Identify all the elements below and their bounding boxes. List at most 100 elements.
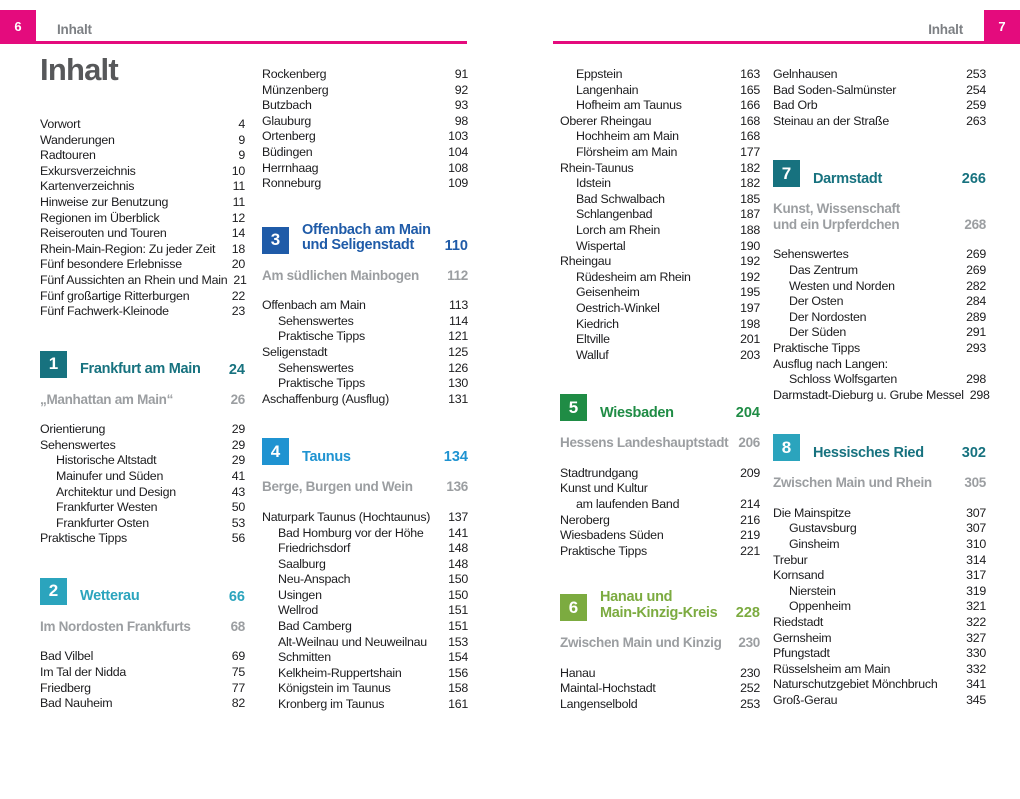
toc-entry-label: Fünf Fachwerk-Kleinode	[40, 304, 169, 319]
chapter-title: Frankfurt am Main	[80, 362, 223, 378]
toc-entry: Münzenberg 92	[262, 83, 468, 99]
chapter-page-number: 302	[961, 445, 986, 462]
toc-entry: Hochheim am Main 168	[560, 129, 760, 145]
toc-entry-page: 195	[740, 285, 760, 300]
toc-entry: Friedrichsdorf 148	[262, 541, 468, 557]
toc-entry: Walluf 203	[560, 348, 760, 364]
toc-entry-page: 291	[966, 325, 986, 340]
toc-entry: Eppstein 163	[560, 67, 760, 83]
header-rule	[0, 41, 467, 44]
toc-entry-label: Seligenstadt	[262, 345, 328, 360]
section-subtitle: „Manhattan am Main“ 26	[40, 392, 245, 408]
toc-entry-page: 284	[966, 294, 986, 309]
toc-entry-page: 29	[231, 453, 246, 468]
toc-entry-label: Trebur	[773, 552, 808, 567]
toc-entry: Lorch am Rhein 188	[560, 223, 760, 239]
section-subtitle: Hessens Landeshauptstadt 206	[560, 435, 760, 451]
toc-entry-page: 254	[966, 82, 986, 97]
toc-entry-label: Bad Orb	[773, 98, 818, 113]
toc-entry: Westen und Norden 282	[773, 279, 986, 295]
section-subtitle-page: 112	[447, 267, 468, 283]
toc-entry-page: 161	[448, 697, 468, 712]
toc-entry-page: 263	[966, 113, 986, 128]
chapter-page-number: 228	[735, 605, 760, 622]
chapter-heading: 2 Wetterau 66	[40, 577, 245, 605]
chapter-number-badge: 1	[40, 350, 67, 378]
toc-entry-page: 131	[448, 391, 468, 406]
toc-entry: Kartenverzeichnis 11	[40, 179, 245, 195]
toc-entry-page: 11	[232, 179, 246, 194]
chapter-title: Darmstadt	[813, 171, 956, 188]
toc-entry-page: 77	[231, 680, 246, 695]
toc-entry-page: 165	[740, 82, 760, 97]
toc-entry: am laufenden Band 214	[560, 497, 760, 513]
toc-entry-page: 29	[231, 422, 246, 437]
toc-entry: Fünf großartige Ritterburgen 22	[40, 289, 245, 305]
toc-entry-page: 190	[740, 238, 760, 253]
chapter-title-line: Wetterau	[80, 588, 140, 605]
toc-entry-label: Der Nordosten	[789, 309, 867, 324]
page-number-badge: 7	[984, 10, 1020, 43]
toc-entry-label: Eppstein	[576, 67, 623, 81]
section-subtitle-line: und ein Urpferdchen	[773, 216, 900, 232]
toc-entry-label: Oppenheim	[789, 599, 851, 614]
toc-entry-page: 230	[740, 665, 760, 680]
toc-entry: Im Tal der Nidda 75	[40, 665, 245, 681]
toc-entry-page: 216	[740, 512, 760, 527]
toc-entry: Bad Homburg vor der Höhe 141	[262, 526, 468, 542]
toc-entry-label: Ronneburg	[262, 176, 322, 191]
toc-entry-page: 121	[448, 329, 468, 344]
chapter-title: Hessisches Ried	[813, 445, 956, 462]
section-subtitle-line: Am südlichen Mainbogen	[262, 267, 419, 283]
toc-entry-page: 252	[740, 681, 760, 696]
toc-entry-page: 168	[740, 113, 760, 128]
toc-entry-label: Schloss Wolfsgarten	[789, 372, 897, 387]
toc-entry-page: 29	[231, 437, 246, 452]
chapter-heading: 1 Frankfurt am Main 24	[40, 350, 245, 378]
toc-entry-page: 177	[740, 144, 760, 159]
toc-entry-page: 307	[966, 521, 986, 536]
toc-entry: Langenhain 165	[560, 83, 760, 99]
toc-entry: Bad Schwalbach 185	[560, 192, 760, 208]
toc-entry-label: Praktische Tipps	[773, 340, 860, 355]
toc-entry: Fünf Fachwerk-Kleinode 23	[40, 304, 245, 320]
toc-entry: Bad Camberg 151	[262, 619, 468, 635]
toc-entry-label: Büdingen	[262, 144, 313, 159]
toc-entry-page: 156	[448, 665, 468, 680]
toc-entry-label: Sehenswertes	[773, 247, 849, 262]
toc-entry: Schmitten 154	[262, 650, 468, 666]
toc-entry-page: 109	[448, 176, 468, 191]
toc-entry-page: 158	[448, 681, 468, 696]
toc-entry-label: Gustavsburg	[789, 521, 857, 536]
toc-entry: Bad Soden-Salmünster 254	[773, 83, 986, 99]
toc-entry: Sehenswertes 29	[40, 438, 245, 454]
toc-entry: Ginsheim 310	[773, 537, 986, 553]
toc-entry-page: 98	[454, 113, 469, 128]
toc-entry: Geisenheim 195	[560, 285, 760, 301]
toc-entry-page: 12	[231, 210, 246, 225]
chapter-number-badge: 6	[560, 594, 587, 622]
toc-entry: Mainufer und Süden 41	[40, 469, 245, 485]
toc-entry: Der Nordosten 289	[773, 310, 986, 326]
toc-entry-page: 253	[966, 67, 986, 81]
toc-entry: Usingen 150	[262, 588, 468, 604]
section-subtitle: Zwischen Main und Rhein 305	[773, 475, 986, 491]
toc-entry: Reiserouten und Touren 14	[40, 226, 245, 242]
toc-entry: Architektur und Design 43	[40, 485, 245, 501]
toc-entry-label: Bad Nauheim	[40, 696, 113, 711]
toc-entry-page: 298	[966, 372, 986, 387]
toc-entry: Langenselbold 253	[560, 697, 760, 713]
toc-entry-page: 108	[448, 160, 468, 175]
toc-entry: Exkursverzeichnis 10	[40, 164, 245, 180]
toc-entry-label: Rhein-Taunus	[560, 160, 634, 175]
toc-entry-page: 114	[448, 313, 468, 328]
toc-entry-label: Geisenheim	[576, 285, 640, 300]
toc-entry: Wispertal 190	[560, 239, 760, 255]
toc-entry-label: Nierstein	[789, 583, 836, 598]
toc-entry-page: 214	[740, 496, 760, 511]
section-subtitle: Kunst, Wissenschaft und ein Urpferdchen 26…	[773, 201, 986, 232]
toc-entry-page: 92	[454, 82, 469, 97]
toc-entry-label: Usingen	[278, 587, 322, 602]
toc-entry-label: Praktische Tipps	[560, 543, 647, 558]
toc-entry-label: Die Mainspitze	[773, 505, 851, 520]
